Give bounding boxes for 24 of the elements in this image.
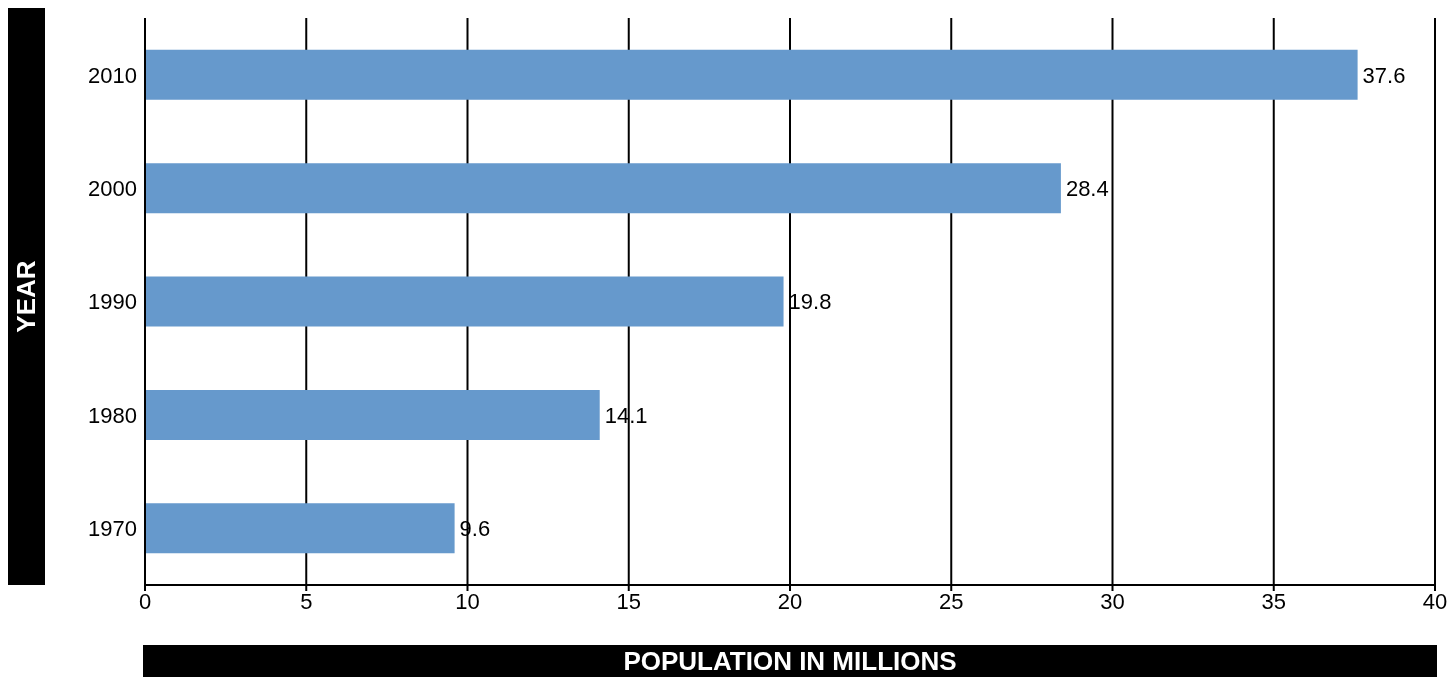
y-axis-title: YEAR [11, 260, 42, 333]
bar [145, 276, 784, 327]
data-label: 37.6 [1362, 62, 1406, 88]
x-tick-label: 30 [1100, 588, 1125, 614]
x-axis-title: POPULATION IN MILLIONS [623, 645, 957, 677]
y-tick-label: 1970 [88, 516, 137, 542]
data-label: 28.4 [1065, 175, 1109, 201]
x-tick-label: 25 [939, 588, 964, 614]
x-tick-label: 35 [1261, 588, 1286, 614]
x-tick-label: 40 [1422, 588, 1448, 614]
x-tick-label: 20 [777, 588, 803, 614]
x-tick-label: 5 [300, 588, 313, 614]
y-tick-label: 2010 [88, 62, 137, 88]
x-tick-label: 15 [616, 588, 641, 614]
bar [145, 503, 455, 554]
y-tick-label: 1990 [88, 289, 137, 315]
y-tick-label: 1980 [88, 402, 137, 428]
bar [145, 49, 1358, 100]
bar [145, 389, 600, 440]
bar [145, 163, 1061, 214]
x-tick-label: 10 [455, 588, 480, 614]
x-tick-label: 0 [138, 588, 152, 614]
y-tick-label: 2000 [88, 175, 137, 201]
data-label: 19.8 [788, 289, 832, 315]
